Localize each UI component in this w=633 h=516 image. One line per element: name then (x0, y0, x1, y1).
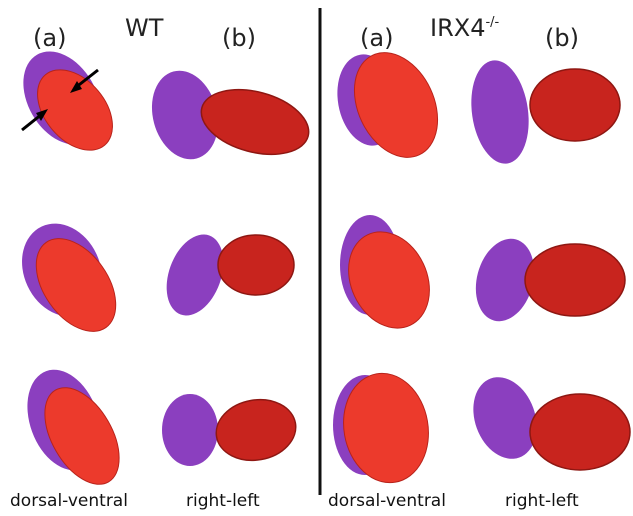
panel-title: WT (125, 14, 164, 42)
column-label: (b) (222, 24, 256, 52)
title-text: IRX4 (430, 14, 485, 42)
footer-label: right-left (186, 491, 260, 511)
rendering (525, 244, 625, 316)
rendering (530, 69, 620, 141)
rendering (218, 235, 294, 295)
footer-label: dorsal-ventral (328, 491, 446, 511)
column-label: (a) (360, 24, 393, 52)
footer-label: dorsal-ventral (10, 491, 128, 511)
footer-label: right-left (505, 491, 579, 511)
rendering (194, 79, 316, 165)
rendering (465, 57, 535, 168)
rendering (530, 394, 630, 470)
rendering (162, 394, 218, 466)
figure: (a) WT (b) (a) IRX4-/- (b) dorsal-ventra… (0, 0, 633, 516)
column-label: (b) (545, 24, 579, 52)
column-label: (a) (33, 24, 66, 52)
rendering (211, 394, 300, 467)
title-superscript: -/- (485, 15, 499, 30)
panel-title: IRX4-/- (430, 14, 500, 42)
